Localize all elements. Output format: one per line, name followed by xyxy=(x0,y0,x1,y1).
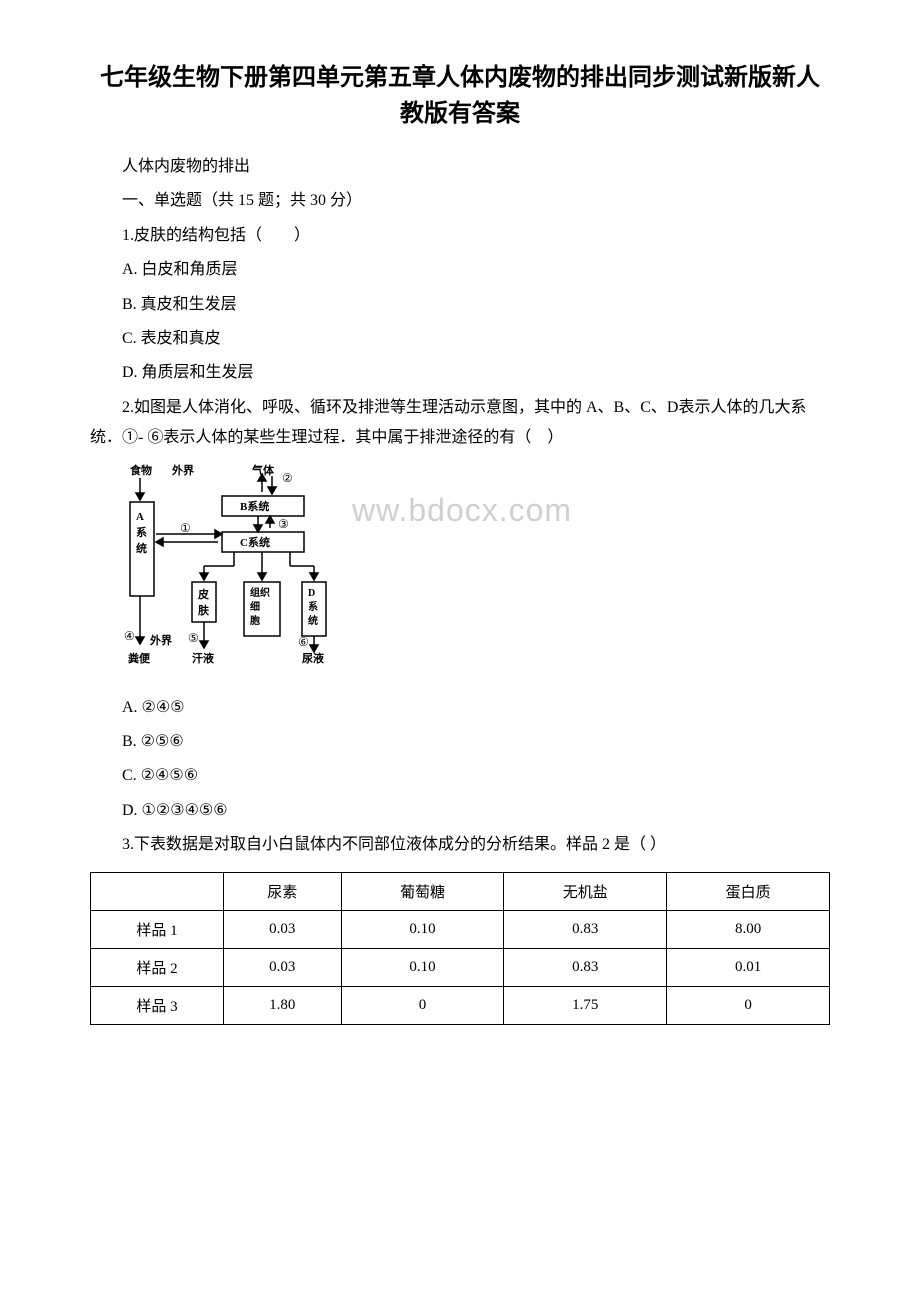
svg-text:组织: 组织 xyxy=(250,586,270,599)
cell: 1.80 xyxy=(224,987,342,1025)
label-4: ④ xyxy=(124,629,135,643)
watermark: ww.bdocx.com xyxy=(352,492,572,529)
table-row: 样品 2 0.03 0.10 0.83 0.01 xyxy=(91,949,830,987)
th-protein: 蛋白质 xyxy=(667,873,830,911)
svg-text:D: D xyxy=(308,588,315,599)
q2-diagram: 食物 外界 气体 ② B系统 A 系 统 ① ③ xyxy=(122,462,342,672)
svg-text:统: 统 xyxy=(308,614,318,627)
label-A: A xyxy=(136,511,144,523)
th-salt: 无机盐 xyxy=(504,873,667,911)
section-header: 一、单选题（共 15 题；共 30 分） xyxy=(90,186,830,216)
table-row: 样品 3 1.80 0 1.75 0 xyxy=(91,987,830,1025)
cell: 0.03 xyxy=(224,949,342,987)
th-urea: 尿素 xyxy=(224,873,342,911)
svg-text:肤: 肤 xyxy=(198,603,210,617)
q1-option-d: D. 角质层和生发层 xyxy=(90,358,830,388)
label-urine: 尿液 xyxy=(302,651,325,665)
cell: 0 xyxy=(341,987,504,1025)
q1-stem: 1.皮肤的结构包括（ ） xyxy=(90,221,830,251)
cell: 0.83 xyxy=(504,911,667,949)
q2-stem: 2.如图是人体消化、呼吸、循环及排泄等生理活动示意图，其中的 A、B、C、D表示… xyxy=(90,393,830,454)
label-5: ⑤ xyxy=(188,631,199,645)
svg-text:胞: 胞 xyxy=(249,614,260,627)
q1-option-b: B. 真皮和生发层 xyxy=(90,290,830,320)
svg-text:系: 系 xyxy=(136,525,147,539)
subtitle: 人体内废物的排出 xyxy=(90,152,830,182)
table-header-row: 尿素 葡萄糖 无机盐 蛋白质 xyxy=(91,873,830,911)
q1-option-c: C. 表皮和真皮 xyxy=(90,324,830,354)
label-2: ② xyxy=(282,471,293,485)
q2-option-c: C. ②④⑤⑥ xyxy=(90,761,830,791)
svg-text:统: 统 xyxy=(136,541,147,555)
label-6: ⑥ xyxy=(298,635,309,649)
label-outside-bottom: 外界 xyxy=(149,633,172,647)
label-Bsys: B系统 xyxy=(240,499,269,513)
cell: 1.75 xyxy=(504,987,667,1025)
q1-option-a: A. 白皮和角质层 xyxy=(90,255,830,285)
cell: 样品 1 xyxy=(91,911,224,949)
label-food: 食物 xyxy=(130,463,152,477)
label-Csys: C系统 xyxy=(240,535,270,549)
cell: 0.10 xyxy=(341,949,504,987)
label-feces: 粪便 xyxy=(128,651,151,665)
svg-text:系: 系 xyxy=(308,600,318,613)
q3-stem: 3.下表数据是对取自小白鼠体内不同部位液体成分的分析结果。样品 2 是（ ） xyxy=(90,830,830,860)
q3-table: 尿素 葡萄糖 无机盐 蛋白质 样品 1 0.03 0.10 0.83 8.00 … xyxy=(90,872,830,1025)
cell: 8.00 xyxy=(667,911,830,949)
label-3: ③ xyxy=(278,517,289,531)
table-row: 样品 1 0.03 0.10 0.83 8.00 xyxy=(91,911,830,949)
cell: 0 xyxy=(667,987,830,1025)
q2-option-b: B. ②⑤⑥ xyxy=(90,727,830,757)
th-glucose: 葡萄糖 xyxy=(341,873,504,911)
q2-option-d: D. ①②③④⑤⑥ xyxy=(90,796,830,826)
cell: 样品 3 xyxy=(91,987,224,1025)
svg-text:细: 细 xyxy=(250,600,260,613)
label-sweat: 汗液 xyxy=(192,651,215,665)
svg-text:皮: 皮 xyxy=(197,587,209,601)
th-empty xyxy=(91,873,224,911)
cell: 样品 2 xyxy=(91,949,224,987)
label-1: ① xyxy=(180,521,191,535)
q2-option-a: A. ②④⑤ xyxy=(90,693,830,723)
cell: 0.01 xyxy=(667,949,830,987)
cell: 0.83 xyxy=(504,949,667,987)
q2-diagram-container: 食物 外界 气体 ② B系统 A 系 统 ① ③ xyxy=(122,462,830,677)
cell: 0.03 xyxy=(224,911,342,949)
page-title: 七年级生物下册第四单元第五章人体内废物的排出同步测试新版新人教版有答案 xyxy=(90,60,830,132)
cell: 0.10 xyxy=(341,911,504,949)
label-outside-top: 外界 xyxy=(171,463,194,477)
